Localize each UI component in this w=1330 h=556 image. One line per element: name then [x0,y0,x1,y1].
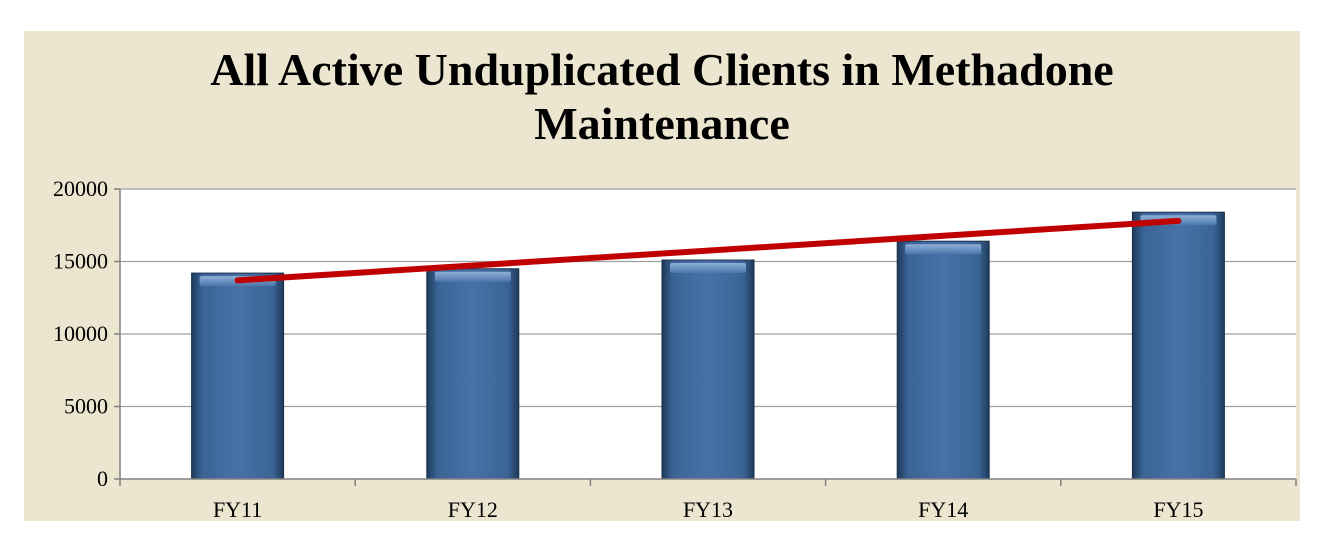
bar-body [191,272,285,480]
y-tick-label: 15000 [53,249,108,274]
chart-title: All Active Unduplicated Clients in Metha… [24,43,1300,151]
bar [191,272,285,480]
x-tick-label: FY12 [448,497,498,521]
x-tick-label: FY15 [1153,497,1203,521]
bars [191,211,1225,480]
bar-highlight [905,244,982,255]
bar-highlight [670,263,746,274]
y-tick-label: 20000 [53,176,108,201]
x-tick-label: FY13 [683,497,733,521]
chart-title-line-1: All Active Unduplicated Clients in Metha… [210,44,1114,95]
bar [1131,211,1225,480]
y-tick-label: 10000 [53,321,108,346]
bar-body [426,268,520,480]
y-tick-label: 0 [97,466,108,491]
trend-line [234,217,1182,284]
bar-highlight [434,271,511,282]
bar-body [1131,211,1225,480]
y-axis-ticks: 0 5000 10000 15000 20000 [53,176,120,491]
x-tick-label: FY14 [918,497,968,521]
bar [426,268,520,480]
y-tick-label: 5000 [64,394,108,419]
x-tick-label: FY11 [213,497,262,521]
bar-body [661,259,755,480]
chart-title-line-2: Maintenance [534,98,790,149]
bar [661,259,755,480]
bar [896,240,990,480]
x-axis-ticks: FY11 FY12 FY13 FY14 FY15 [119,479,1297,521]
chart-frame: All Active Unduplicated Clients in Metha… [24,31,1300,521]
bar-body [896,240,990,480]
